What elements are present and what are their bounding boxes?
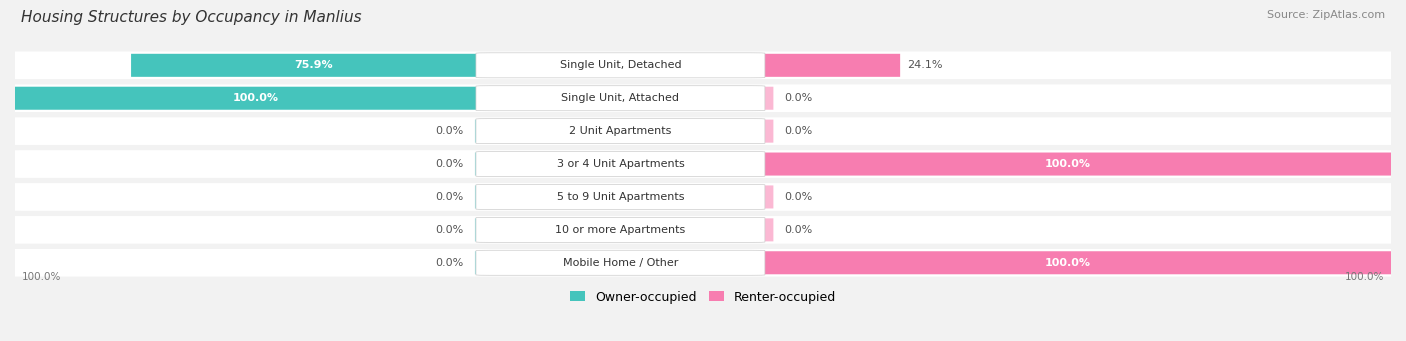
FancyBboxPatch shape: [477, 86, 765, 111]
Text: 0.0%: 0.0%: [436, 126, 464, 136]
FancyBboxPatch shape: [0, 51, 1406, 79]
Text: Single Unit, Detached: Single Unit, Detached: [560, 60, 682, 70]
Text: 0.0%: 0.0%: [785, 225, 813, 235]
FancyBboxPatch shape: [744, 54, 900, 77]
FancyBboxPatch shape: [475, 152, 496, 176]
FancyBboxPatch shape: [0, 150, 1406, 178]
FancyBboxPatch shape: [744, 120, 773, 143]
FancyBboxPatch shape: [744, 87, 773, 110]
FancyBboxPatch shape: [0, 117, 1406, 145]
Text: 100.0%: 100.0%: [1344, 271, 1384, 282]
Text: 5 to 9 Unit Apartments: 5 to 9 Unit Apartments: [557, 192, 685, 202]
FancyBboxPatch shape: [744, 251, 1391, 274]
FancyBboxPatch shape: [477, 151, 765, 177]
Text: 0.0%: 0.0%: [436, 192, 464, 202]
Text: 0.0%: 0.0%: [785, 93, 813, 103]
Text: 100.0%: 100.0%: [22, 271, 62, 282]
FancyBboxPatch shape: [475, 186, 496, 208]
Text: 0.0%: 0.0%: [436, 225, 464, 235]
FancyBboxPatch shape: [0, 216, 1406, 244]
Text: 0.0%: 0.0%: [785, 192, 813, 202]
FancyBboxPatch shape: [475, 218, 496, 241]
Text: 75.9%: 75.9%: [294, 60, 333, 70]
FancyBboxPatch shape: [0, 85, 1406, 112]
Text: Single Unit, Attached: Single Unit, Attached: [561, 93, 679, 103]
Text: Housing Structures by Occupancy in Manlius: Housing Structures by Occupancy in Manli…: [21, 10, 361, 25]
FancyBboxPatch shape: [477, 53, 765, 78]
FancyBboxPatch shape: [475, 251, 496, 274]
FancyBboxPatch shape: [477, 119, 765, 144]
FancyBboxPatch shape: [477, 217, 765, 242]
FancyBboxPatch shape: [744, 218, 773, 241]
Text: 100.0%: 100.0%: [233, 93, 278, 103]
Text: 100.0%: 100.0%: [1045, 258, 1091, 268]
Text: 3 or 4 Unit Apartments: 3 or 4 Unit Apartments: [557, 159, 685, 169]
Text: 2 Unit Apartments: 2 Unit Apartments: [569, 126, 672, 136]
Text: 100.0%: 100.0%: [1045, 159, 1091, 169]
FancyBboxPatch shape: [131, 54, 496, 77]
Text: 0.0%: 0.0%: [436, 258, 464, 268]
FancyBboxPatch shape: [0, 249, 1406, 277]
Text: 10 or more Apartments: 10 or more Apartments: [555, 225, 686, 235]
Text: Source: ZipAtlas.com: Source: ZipAtlas.com: [1267, 10, 1385, 20]
Text: 0.0%: 0.0%: [785, 126, 813, 136]
FancyBboxPatch shape: [475, 120, 496, 143]
Text: 0.0%: 0.0%: [436, 159, 464, 169]
FancyBboxPatch shape: [744, 152, 1391, 176]
FancyBboxPatch shape: [477, 184, 765, 209]
FancyBboxPatch shape: [744, 186, 773, 208]
FancyBboxPatch shape: [0, 183, 1406, 211]
Text: 24.1%: 24.1%: [907, 60, 942, 70]
Text: Mobile Home / Other: Mobile Home / Other: [562, 258, 678, 268]
FancyBboxPatch shape: [477, 250, 765, 275]
FancyBboxPatch shape: [15, 87, 496, 110]
Legend: Owner-occupied, Renter-occupied: Owner-occupied, Renter-occupied: [565, 285, 841, 309]
